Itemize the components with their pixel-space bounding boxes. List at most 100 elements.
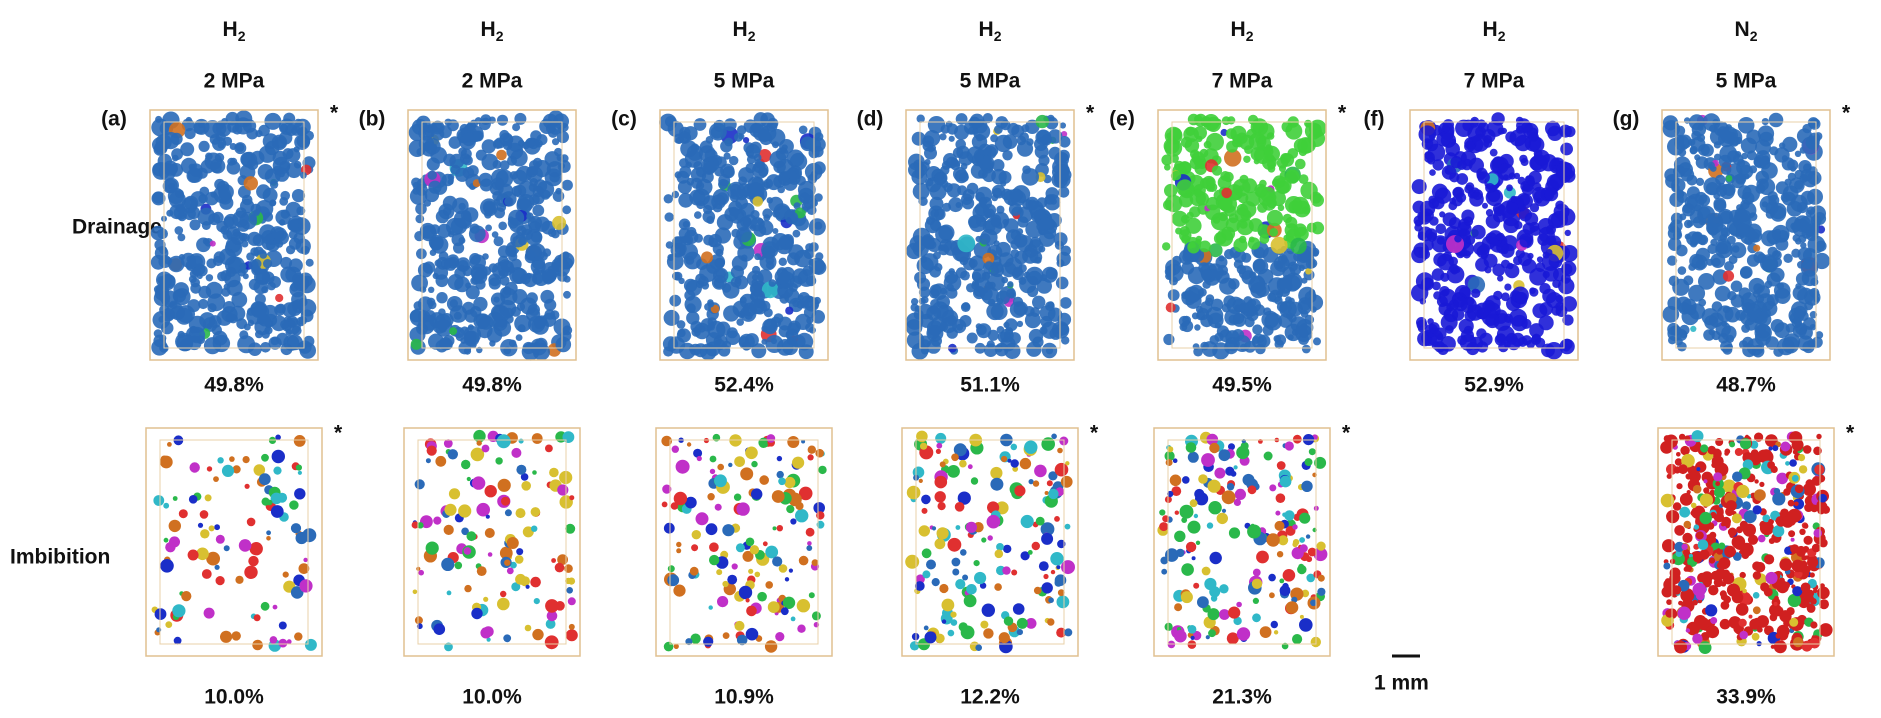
- ganglion-blob: [673, 585, 685, 597]
- pore-blob: [213, 331, 228, 346]
- ganglion-blob: [1686, 473, 1692, 479]
- pore-blob: [970, 114, 984, 128]
- pore-blob: [770, 151, 787, 168]
- ganglion-blob: [530, 577, 541, 588]
- pore-blob: [1808, 117, 1819, 128]
- pore-blob: [517, 303, 525, 311]
- pore-blob: [992, 159, 1004, 171]
- gas: H: [733, 18, 748, 41]
- pore-blob: [1483, 139, 1492, 148]
- ganglion-blob: [807, 541, 812, 546]
- pore-blob: [1180, 323, 1188, 331]
- pore-blob: [210, 241, 216, 247]
- ganglion-blob: [784, 477, 795, 488]
- ganglion-blob: [455, 562, 463, 570]
- pore-blob: [552, 138, 559, 145]
- ganglion-blob: [772, 556, 782, 566]
- pore-blob: [709, 234, 722, 247]
- pore-blob: [534, 179, 548, 193]
- ganglion-blob: [1292, 542, 1297, 547]
- pore-blob: [1243, 296, 1252, 305]
- pore-blob: [433, 321, 446, 334]
- ganglion-blob: [1665, 435, 1678, 448]
- ganglion-blob: [1732, 592, 1744, 604]
- pore-blob: [729, 156, 738, 165]
- ganglion-blob: [1703, 487, 1709, 493]
- ganglion-blob: [480, 627, 491, 638]
- pore-blob: [1275, 334, 1286, 345]
- pore-blob: [745, 163, 755, 173]
- ganglion-blob: [1752, 633, 1760, 641]
- ganglion-blob: [982, 604, 995, 617]
- ganglion-blob: [564, 564, 573, 573]
- ganglion-blob: [1684, 521, 1692, 529]
- pore-blob: [952, 319, 966, 333]
- pore-blob: [1276, 291, 1283, 298]
- pore-blob: [526, 229, 542, 245]
- pore-blob: [956, 113, 968, 125]
- pore-blob: [1297, 137, 1314, 154]
- ganglion-blob: [1243, 474, 1255, 486]
- ganglion-blob: [213, 476, 219, 482]
- pore-blob: [696, 281, 704, 289]
- pore-blob: [512, 123, 520, 131]
- pore-blob: [1690, 326, 1696, 332]
- pore-blob: [712, 275, 727, 290]
- ganglion-blob: [1181, 591, 1193, 603]
- ganglion-blob: [568, 597, 576, 605]
- ganglion-blob: [707, 493, 714, 500]
- pore-blob: [1669, 276, 1680, 287]
- ganglion-blob: [1277, 551, 1283, 557]
- ganglion-blob: [566, 587, 573, 594]
- pore-blob: [1164, 164, 1171, 171]
- ganglion-blob: [1792, 439, 1804, 451]
- pore-blob: [1252, 121, 1264, 133]
- pore-blob: [1200, 149, 1209, 158]
- pore-blob: [979, 233, 990, 244]
- ganglion-blob: [999, 632, 1010, 643]
- pore-blob: [1754, 155, 1768, 169]
- ganglion-blob: [1756, 615, 1769, 628]
- pore-blob: [533, 343, 550, 360]
- ganglion-blob: [1248, 485, 1257, 494]
- imbibition-saturation: 10.9%: [714, 686, 774, 709]
- ganglion-blob: [714, 474, 727, 487]
- pore-blob: [1249, 237, 1255, 243]
- gas: H: [1483, 18, 1498, 41]
- pore-blob: [1216, 256, 1228, 268]
- pore-blob: [767, 197, 773, 203]
- ganglion-blob: [1176, 549, 1184, 557]
- pore-blob: [1501, 128, 1507, 134]
- pore-blob: [1501, 244, 1515, 258]
- ganglion-blob: [1686, 628, 1690, 632]
- ganglion-blob: [948, 630, 955, 637]
- ganglion-blob: [1728, 528, 1737, 537]
- pore-blob: [410, 188, 427, 205]
- pore-blob: [1007, 281, 1013, 287]
- ganglion-blob: [1698, 540, 1709, 551]
- ganglion-blob: [926, 560, 936, 570]
- ganglion-blob: [1794, 502, 1799, 507]
- ganglion-blob: [1054, 516, 1060, 522]
- pore-blob: [764, 318, 777, 331]
- pore-blob: [1056, 277, 1069, 290]
- ganglion-blob: [777, 456, 782, 461]
- pore-blob: [1497, 233, 1505, 241]
- pore-blob: [414, 231, 424, 241]
- pore-blob: [946, 288, 957, 299]
- gas-subscript: 2: [1246, 28, 1254, 44]
- ganglion-blob: [925, 631, 937, 643]
- pore-blob: [494, 297, 500, 303]
- ganglion-blob: [1193, 583, 1199, 589]
- ganglion-blob: [797, 625, 805, 633]
- pore-blob: [908, 154, 925, 171]
- ganglion-blob: [1271, 621, 1278, 628]
- ganglion-blob: [1014, 485, 1025, 496]
- gas-label: N2: [1735, 18, 1758, 44]
- ganglion-blob: [1308, 548, 1317, 557]
- pore-blob: [1252, 324, 1262, 334]
- pore-blob: [532, 205, 544, 217]
- pore-blob: [1253, 259, 1266, 272]
- ganglion-blob: [1318, 575, 1325, 582]
- ganglion-blob: [1208, 501, 1221, 514]
